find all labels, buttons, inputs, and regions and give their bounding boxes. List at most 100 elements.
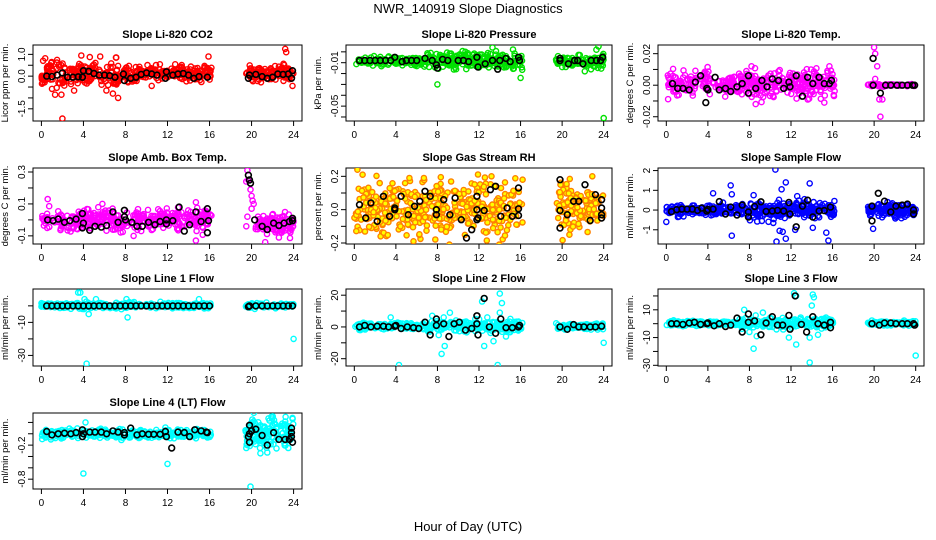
mean-point: [58, 69, 67, 77]
data-point: [361, 326, 369, 333]
mean-point: [909, 210, 918, 218]
data-point: [199, 224, 207, 231]
mean-point: [391, 204, 399, 212]
mean-point: [485, 323, 494, 331]
x-tick-label: 12: [785, 375, 797, 386]
data-point: [266, 216, 274, 223]
data-point: [590, 205, 598, 213]
mean-point: [815, 73, 823, 82]
mean-point: [809, 213, 817, 221]
data-point: [365, 223, 373, 231]
data-point: [672, 74, 680, 81]
data-point: [109, 226, 117, 233]
data-point: [807, 86, 815, 94]
data-point: [463, 203, 470, 210]
y-tick-label: 0.1: [17, 197, 28, 211]
outlier-point: [81, 295, 88, 303]
y-tick-label: 0.0: [330, 202, 341, 216]
y-tick-label: 10: [642, 304, 653, 316]
outlier-point: [496, 309, 504, 317]
mean-point: [910, 81, 919, 89]
mean-point: [385, 212, 394, 221]
data-point: [484, 49, 492, 57]
mean-point: [85, 226, 94, 235]
x-tick-label: 12: [162, 253, 174, 264]
data-point: [877, 207, 884, 214]
outlier-point: [387, 314, 395, 321]
mean-point: [691, 78, 700, 86]
mean-point: [785, 198, 793, 207]
data-point: [278, 226, 286, 234]
data-point: [784, 89, 791, 96]
y-tick-label: 0.02: [642, 44, 653, 64]
mean-point: [203, 205, 212, 213]
y-tick-label: -10: [642, 330, 653, 345]
mean-point: [738, 79, 746, 88]
outlier-point: [109, 90, 117, 97]
mean-point: [444, 56, 452, 65]
y-tick-label: -0.1: [17, 227, 28, 245]
mean-point: [874, 189, 882, 198]
data-point: [673, 92, 681, 99]
outlier-point: [759, 309, 767, 316]
outlier-point: [446, 309, 454, 317]
mean-point: [556, 206, 564, 215]
data-point: [495, 206, 503, 213]
mean-point: [491, 329, 500, 337]
data-point: [495, 324, 503, 332]
y-axis-label: degrees C per min.: [625, 43, 636, 124]
data-point: [89, 62, 96, 69]
data-point: [716, 77, 723, 85]
data-point: [411, 219, 419, 226]
mean-point: [506, 57, 514, 66]
data-point: [692, 67, 699, 75]
data-point: [365, 184, 372, 192]
mean-point: [785, 311, 793, 320]
mean-point: [768, 313, 776, 321]
mean-point: [494, 65, 502, 73]
x-tick-label: 24: [288, 130, 300, 141]
panel-4: Slope Amb. Box Temp.degrees C per min.0 4…: [0, 152, 303, 264]
outlier-point: [44, 195, 52, 203]
data-point: [813, 65, 820, 72]
mean-point: [696, 71, 705, 80]
x-tick-label: 16: [827, 253, 839, 264]
data-point: [136, 66, 143, 74]
outlier-point: [112, 54, 120, 61]
data-point: [134, 205, 142, 213]
mean-point: [515, 321, 524, 330]
x-tick-label: 4: [393, 253, 399, 264]
mean-point: [503, 204, 511, 212]
data-point: [749, 78, 757, 86]
data-point: [689, 92, 697, 99]
data-point: [758, 98, 765, 106]
data-point: [559, 236, 566, 244]
mean-point: [715, 197, 723, 206]
mean-point: [102, 221, 111, 230]
y-tick-label: 1: [642, 187, 653, 193]
mean-point: [288, 217, 297, 225]
mean-point: [109, 208, 117, 216]
mean-point: [757, 198, 765, 206]
data-point: [361, 228, 369, 235]
y-axis-label: degrees C per min.: [0, 166, 11, 247]
mean-point: [111, 73, 119, 81]
data-point: [46, 223, 53, 231]
data-point: [702, 75, 709, 82]
data-point: [663, 203, 671, 211]
points-layer: [38, 45, 297, 121]
outlier-point: [406, 174, 413, 182]
mean-point: [744, 89, 753, 97]
outlier-point: [773, 238, 780, 244]
mean-point: [185, 221, 194, 229]
data-point: [489, 224, 497, 232]
data-point: [437, 173, 445, 181]
outlier-point: [490, 337, 497, 345]
outlier-point: [96, 53, 104, 60]
x-tick-label: 8: [435, 253, 441, 264]
mean-point: [733, 211, 741, 219]
mean-point: [798, 92, 807, 100]
data-point: [786, 318, 794, 325]
